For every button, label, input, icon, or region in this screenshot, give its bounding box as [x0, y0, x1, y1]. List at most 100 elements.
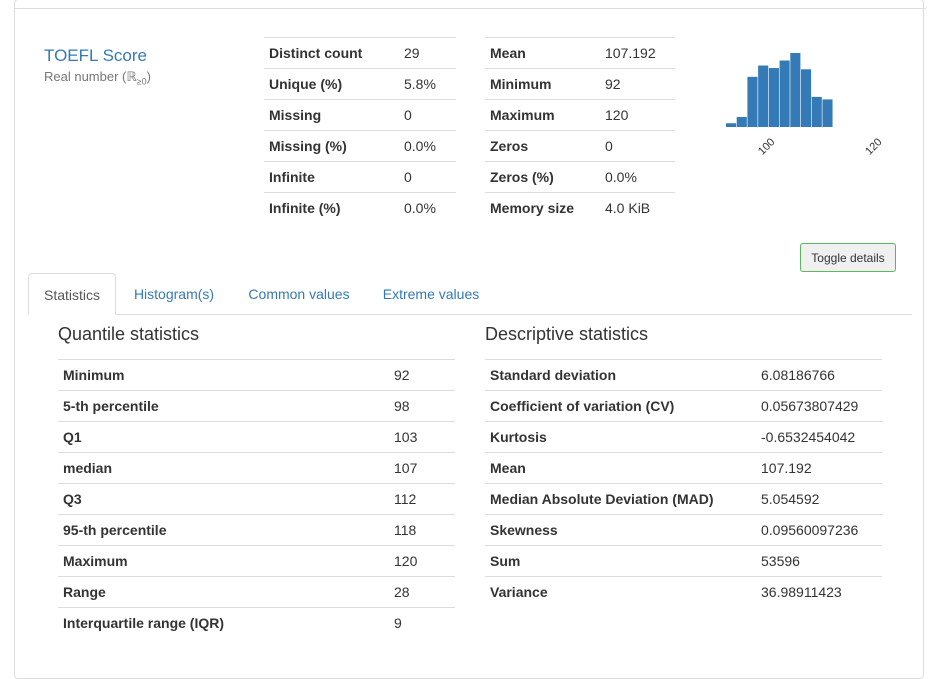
row-label: Zeros	[485, 130, 600, 162]
table-row: Range 28	[58, 576, 455, 608]
histogram-bar-3	[758, 65, 769, 127]
row-value: 5.8%	[399, 68, 456, 100]
row-value: 120	[600, 99, 675, 131]
table-row: Maximum 120	[58, 545, 455, 577]
row-value: 0.0%	[399, 130, 456, 162]
table-row: Variance 36.98911423	[485, 576, 882, 608]
row-value: 0	[600, 130, 675, 162]
table-row: Minimum 92	[58, 359, 455, 391]
table-row: Q1 103	[58, 421, 455, 453]
row-label: Range	[58, 576, 389, 608]
row-label: Interquartile range (IQR)	[58, 607, 389, 639]
row-label: Minimum	[485, 68, 600, 100]
row-value: 53596	[756, 545, 882, 577]
row-label: Maximum	[485, 99, 600, 131]
table-row: Distinct count 29	[264, 37, 456, 69]
row-value: 107.192	[756, 452, 882, 484]
row-value: 107	[389, 452, 455, 484]
row-value: 29	[399, 37, 456, 69]
table-row: Kurtosis -0.6532454042	[485, 421, 882, 453]
row-value: 120	[389, 545, 455, 577]
histogram-bar-4	[768, 68, 779, 127]
row-label: Variance	[485, 576, 756, 608]
histogram-bar-9	[822, 99, 833, 127]
row-label: Mean	[485, 452, 756, 484]
variable-type: Real number (ℝ≥0)	[44, 69, 151, 87]
row-label: Infinite (%)	[264, 192, 399, 224]
row-label: Standard deviation	[485, 359, 756, 391]
row-label: Infinite	[264, 161, 399, 193]
row-value: 4.0 KiB	[600, 192, 675, 224]
table-row: 5-th percentile 98	[58, 390, 455, 422]
row-value: 103	[389, 421, 455, 453]
row-label: Skewness	[485, 514, 756, 546]
tabs-divider	[28, 314, 912, 315]
table-row: Maximum 120	[485, 99, 675, 131]
row-value: 0.05673807429	[756, 390, 882, 422]
row-label: Q3	[58, 483, 389, 515]
row-value: 36.98911423	[756, 576, 882, 608]
top-divider	[14, 8, 926, 9]
row-label: Coefficient of variation (CV)	[485, 390, 756, 422]
variable-name[interactable]: TOEFL Score	[44, 46, 147, 65]
overview-table-right: Mean 107.192 Minimum 92 Maximum 120 Zeros 0 …	[485, 37, 675, 224]
row-value: 92	[600, 68, 675, 100]
table-row: Infinite (%) 0.0%	[264, 192, 456, 224]
table-row: Skewness 0.09560097236	[485, 514, 882, 546]
tab-extreme-values[interactable]: Extreme values	[382, 286, 480, 302]
row-label: Missing	[264, 99, 399, 131]
row-label: Q1	[58, 421, 389, 453]
variable-type-sub: ≥0	[136, 76, 147, 87]
row-label: median	[58, 452, 389, 484]
table-row: Memory size 4.0 KiB	[485, 192, 675, 224]
histogram-bar-1	[736, 116, 747, 127]
variable-type-suffix: )	[146, 69, 151, 84]
table-row: Zeros 0	[485, 130, 675, 162]
row-value: 112	[389, 483, 455, 515]
table-row: Standard deviation 6.08186766	[485, 359, 882, 391]
table-row: Median Absolute Deviation (MAD) 5.054592	[485, 483, 882, 515]
mini-histogram[interactable]: 100 120	[720, 40, 890, 170]
row-value: 0	[399, 161, 456, 193]
tab-statistics[interactable]: Statistics	[28, 273, 116, 315]
table-row: Minimum 92	[485, 68, 675, 100]
histogram-tick-label-1: 120	[863, 136, 884, 157]
table-row: Missing (%) 0.0%	[264, 130, 456, 162]
toggle-details-button[interactable]: Toggle details	[800, 243, 896, 272]
row-value: 5.054592	[756, 483, 882, 515]
row-label: 95-th percentile	[58, 514, 389, 546]
row-label: Minimum	[58, 359, 389, 391]
descriptive-statistics-table: Standard deviation 6.08186766 Coefficient…	[485, 359, 882, 608]
histogram-tick-label-0: 100	[756, 136, 777, 157]
histogram-bar-2	[747, 76, 758, 127]
row-label: Sum	[485, 545, 756, 577]
row-label: Memory size	[485, 192, 600, 224]
row-label: Kurtosis	[485, 421, 756, 453]
table-row: 95-th percentile 118	[58, 514, 455, 546]
tab-histograms[interactable]: Histogram(s)	[133, 286, 215, 302]
quantile-statistics-table: Minimum 92 5-th percentile 98 Q1 103 median…	[58, 359, 455, 639]
row-label: Median Absolute Deviation (MAD)	[485, 483, 756, 515]
quantile-statistics-title: Quantile statistics	[58, 324, 200, 344]
row-label: Zeros (%)	[485, 161, 600, 193]
row-value: 9	[389, 607, 455, 639]
histogram-bar-0	[726, 123, 737, 127]
row-value: 118	[389, 514, 455, 546]
tab-common-values[interactable]: Common values	[248, 286, 350, 302]
row-label: 5-th percentile	[58, 390, 389, 422]
row-label: Unique (%)	[264, 68, 399, 100]
descriptive-statistics-title: Descriptive statistics	[485, 324, 649, 344]
row-value: 0	[399, 99, 456, 131]
table-row: Q3 112	[58, 483, 455, 515]
table-row: Unique (%) 5.8%	[264, 68, 456, 100]
table-row: Mean 107.192	[485, 37, 675, 69]
row-value: 98	[389, 390, 455, 422]
table-row: median 107	[58, 452, 455, 484]
table-row: Interquartile range (IQR) 9	[58, 607, 455, 639]
variable-type-prefix: Real number (	[44, 69, 127, 84]
row-value: -0.6532454042	[756, 421, 882, 453]
table-row: Mean 107.192	[485, 452, 882, 484]
histogram-bar-7	[801, 69, 812, 127]
row-value: 0.0%	[399, 192, 456, 224]
table-row: Infinite 0	[264, 161, 456, 193]
